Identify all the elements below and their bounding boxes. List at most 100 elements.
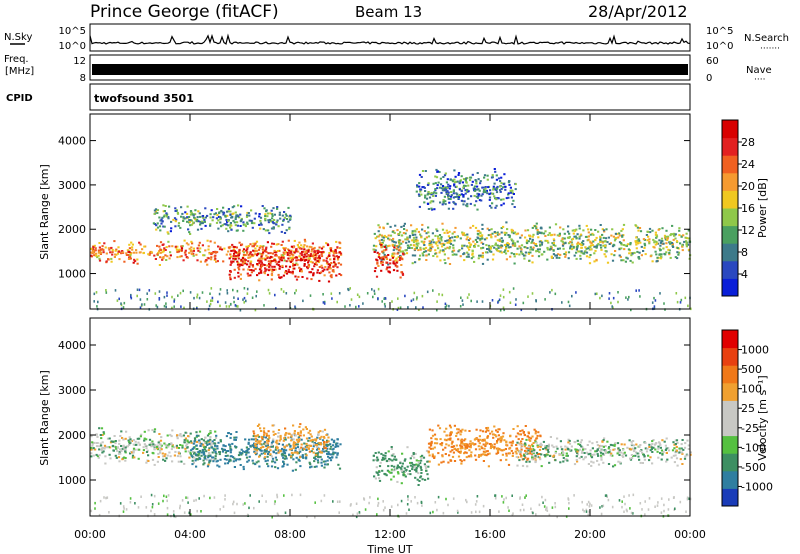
scatter-cell: [520, 446, 523, 449]
scatter-cell: [151, 458, 155, 461]
scatter-cell: [467, 239, 470, 242]
scatter-cell: [112, 449, 115, 452]
scatter-cell: [279, 276, 282, 279]
scatter-cell: [595, 450, 598, 453]
scatter-cell: [276, 467, 280, 470]
scatter-cell: [582, 458, 585, 461]
scatter-cell: [507, 246, 510, 249]
scatter-cell: [425, 449, 429, 452]
ground-scatter-cell: [136, 294, 138, 298]
scatter-cell: [334, 451, 337, 454]
ground-scatter-cell: [242, 503, 244, 506]
scatter-cell: [631, 447, 634, 450]
scatter-cell: [267, 430, 270, 433]
scatter-cell: [390, 446, 393, 448]
scatter-cell: [601, 241, 604, 244]
scatter-cell: [657, 228, 660, 231]
scatter-cell: [329, 258, 332, 261]
scatter-cell: [309, 466, 312, 469]
scatter-cell: [294, 468, 297, 471]
scatter-cell: [378, 252, 381, 255]
range-tick-label: 3000: [58, 179, 86, 192]
scatter-cell: [382, 249, 385, 252]
scatter-cell: [665, 451, 668, 454]
scatter-cell: [122, 444, 125, 447]
ground-scatter-cell: [456, 509, 459, 513]
scatter-cell: [90, 452, 93, 455]
scatter-cell: [316, 448, 319, 451]
scatter-cell: [550, 256, 553, 259]
scatter-cell: [416, 478, 419, 481]
scatter-cell: [643, 246, 646, 249]
scatter-cell: [219, 221, 222, 224]
scatter-cell: [235, 436, 238, 439]
nsky-label: N.Sky: [4, 32, 32, 43]
ground-scatter-cell: [585, 508, 588, 512]
scatter-cell: [578, 235, 581, 238]
scatter-cell: [250, 255, 253, 258]
scatter-cell: [277, 225, 280, 228]
ground-scatter-cell: [397, 297, 399, 300]
scatter-cell: [292, 458, 295, 461]
scatter-cell: [439, 177, 442, 180]
scatter-cell: [251, 265, 255, 268]
scatter-cell: [576, 245, 579, 248]
scatter-cell: [479, 232, 482, 235]
scatter-cell: [271, 256, 274, 259]
scatter-cell: [516, 449, 519, 452]
scatter-cell: [245, 446, 248, 449]
scatter-cell: [175, 248, 178, 251]
scatter-cell: [207, 463, 210, 466]
scatter-cell: [552, 249, 555, 252]
ground-scatter-cell: [209, 292, 211, 295]
scatter-cell: [639, 461, 642, 464]
scatter-cell: [327, 263, 330, 266]
ground-scatter-cell: [166, 513, 169, 516]
scatter-cell: [298, 438, 301, 441]
scatter-cell: [313, 253, 316, 256]
scatter-cell: [515, 444, 518, 446]
scatter-cell: [247, 451, 250, 454]
noise-right-tick-top: 10^5: [706, 26, 733, 37]
scatter-cell: [334, 263, 337, 266]
scatter-cell: [475, 428, 478, 431]
scatter-cell: [245, 215, 249, 218]
scatter-cell: [504, 249, 507, 252]
scatter-cell: [260, 269, 263, 272]
scatter-cell: [290, 439, 293, 442]
scatter-cell: [472, 240, 475, 243]
scatter-cell: [528, 436, 531, 439]
scatter-cell: [121, 447, 124, 450]
scatter-cell: [625, 245, 628, 247]
scatter-cell: [283, 232, 287, 234]
scatter-cell: [245, 453, 248, 456]
scatter-cell: [617, 450, 620, 453]
scatter-cell: [491, 174, 494, 177]
scatter-cell: [145, 447, 148, 450]
scatter-cell: [520, 448, 523, 451]
scatter-cell: [272, 433, 275, 436]
scatter-cell: [182, 220, 185, 222]
scatter-cell: [278, 213, 281, 216]
scatter-cell: [246, 221, 249, 224]
scatter-cell: [431, 447, 435, 450]
scatter-cell: [513, 253, 516, 256]
scatter-cell: [462, 233, 465, 236]
scatter-cell: [222, 213, 225, 216]
scatter-cell: [460, 199, 463, 202]
scatter-cell: [220, 248, 224, 251]
ground-scatter-cell: [635, 289, 637, 292]
ground-scatter-cell: [356, 293, 359, 296]
scatter-cell: [305, 245, 309, 248]
scatter-cell: [455, 180, 458, 183]
scatter-cell: [529, 251, 532, 254]
scatter-cell: [413, 244, 416, 247]
scatter-cell: [647, 230, 650, 233]
scatter-cell: [332, 441, 335, 444]
scatter-cell: [672, 238, 675, 241]
scatter-cell: [296, 446, 300, 449]
scatter-cell: [247, 254, 250, 256]
scatter-cell: [255, 461, 258, 464]
scatter-cell: [608, 451, 611, 453]
scatter-cell: [516, 240, 519, 243]
